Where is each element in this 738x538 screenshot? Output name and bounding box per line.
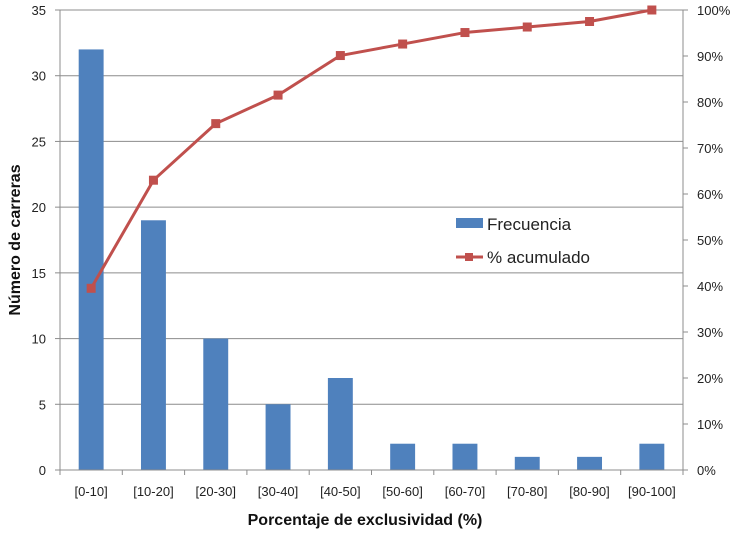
y2-tick-label: 60% xyxy=(697,187,723,202)
x-tick-label: [10-20] xyxy=(133,484,173,499)
bar-7 xyxy=(452,443,478,470)
acumulado-point-8 xyxy=(522,22,532,32)
x-tick-label: [0-10] xyxy=(75,484,108,499)
acumulado-point-10 xyxy=(647,5,657,15)
legend-swatch-frecuencia xyxy=(456,218,483,228)
bar-6 xyxy=(390,443,416,470)
x-tick-label: [70-80] xyxy=(507,484,547,499)
y2-tick-label: 0% xyxy=(697,463,716,478)
x-tick-label: [20-30] xyxy=(196,484,236,499)
y2-tick-label: 80% xyxy=(697,95,723,110)
bar-1 xyxy=(78,49,104,471)
acumulado-point-4 xyxy=(273,90,283,100)
y-tick-label: 20 xyxy=(32,200,46,215)
y2-tick-label: 70% xyxy=(697,141,723,156)
axes xyxy=(55,9,688,475)
y2-tick-label: 100% xyxy=(697,3,731,18)
legend-label-acumulado: % acumulado xyxy=(487,248,590,267)
y2-tick-label: 50% xyxy=(697,233,723,248)
y-tick-label: 5 xyxy=(39,397,46,412)
legend: Frecuencia % acumulado xyxy=(456,215,590,267)
acumulado-line xyxy=(89,8,653,290)
acumulado-point-6 xyxy=(398,39,408,49)
x-tick-label: [60-70] xyxy=(445,484,485,499)
y2-tick-label: 90% xyxy=(697,49,723,64)
bar-series-frecuencia xyxy=(78,49,665,471)
acumulado-point-5 xyxy=(335,51,345,61)
line-series-acumulado xyxy=(86,5,657,293)
left-axis-ticks: 0 5 10 15 20 25 30 35 xyxy=(32,3,46,478)
y2-tick-label: 40% xyxy=(697,279,723,294)
bar-9 xyxy=(577,456,603,470)
acumulado-point-2 xyxy=(148,175,158,185)
y-tick-label: 0 xyxy=(39,463,46,478)
y-tick-label: 10 xyxy=(32,332,46,347)
bar-2 xyxy=(140,220,166,470)
category-axis-ticks: [0-10] [10-20] [20-30] [30-40] [40-50] [50-60… xyxy=(75,484,676,499)
bar-3 xyxy=(203,338,229,470)
y-tick-label: 30 xyxy=(32,69,46,84)
y2-tick-label: 30% xyxy=(697,325,723,340)
x-tick-label: [40-50] xyxy=(320,484,360,499)
acumulado-point-9 xyxy=(585,17,595,26)
y2-tick-label: 10% xyxy=(697,417,723,432)
y-tick-label: 25 xyxy=(32,134,46,149)
acumulado-point-7 xyxy=(460,28,470,38)
y-tick-label: 35 xyxy=(32,3,46,18)
y-axis-title: Número de carreras xyxy=(7,164,24,315)
x-tick-label: [80-90] xyxy=(569,484,609,499)
acumulado-point-3 xyxy=(211,119,221,129)
y-tick-label: 15 xyxy=(32,266,46,281)
x-axis-title: Porcentaje de exclusividad (%) xyxy=(248,512,483,529)
right-axis-ticks: 0% 10% 20% 30% 40% 50% 60% 70% 80% 90% 100% xyxy=(697,3,731,478)
x-tick-label: [30-40] xyxy=(258,484,298,499)
legend-marker-acumulado xyxy=(465,253,473,261)
x-tick-label: [90-100] xyxy=(628,484,676,499)
acumulado-point-1 xyxy=(86,283,96,293)
x-tick-label: [50-60] xyxy=(382,484,422,499)
legend-label-frecuencia: Frecuencia xyxy=(487,215,572,234)
y2-tick-label: 20% xyxy=(697,371,723,386)
bar-5 xyxy=(327,378,353,470)
bar-4 xyxy=(265,404,291,470)
bar-10 xyxy=(639,443,665,470)
bar-8 xyxy=(514,456,540,470)
